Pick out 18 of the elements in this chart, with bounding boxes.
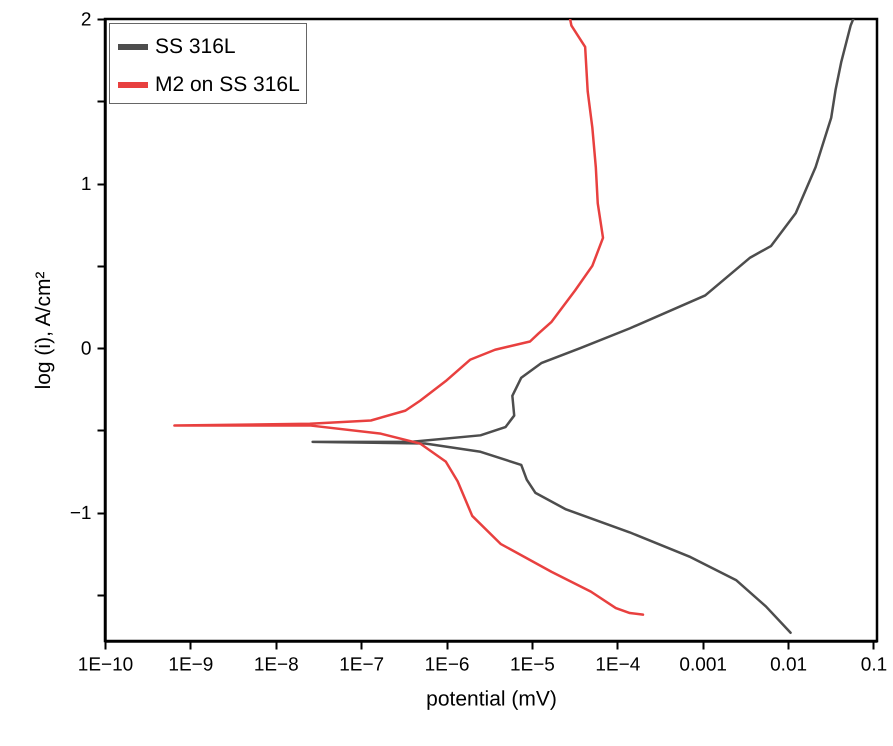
- x-tick-label: 0.1: [860, 654, 888, 676]
- x-tick-label: 1E−8: [254, 654, 299, 676]
- x-tick-label: 1E−7: [339, 654, 384, 676]
- x-tick-label: 1E−5: [510, 654, 555, 676]
- x-tick-label: 1E−9: [168, 654, 214, 676]
- y-tick-label: −1: [70, 503, 92, 524]
- y-tick-label: 1: [80, 174, 92, 196]
- x-tick-label: 0.01: [770, 654, 808, 676]
- x-tick-label: 1E−6: [424, 654, 470, 676]
- y-axis-title: log (i), A/cm²: [32, 272, 55, 390]
- y-tick-label: 2: [80, 10, 92, 30]
- y-tick-label: 0: [80, 338, 92, 360]
- legend-label: M2 on SS 316L: [155, 73, 300, 96]
- x-tick-label: 0.001: [679, 654, 727, 676]
- x-axis-title: potential (mV): [426, 688, 557, 710]
- x-tick-label: 1E−4: [595, 654, 641, 676]
- legend-label: SS 316L: [155, 35, 236, 58]
- x-tick-label: 1E−10: [78, 654, 134, 676]
